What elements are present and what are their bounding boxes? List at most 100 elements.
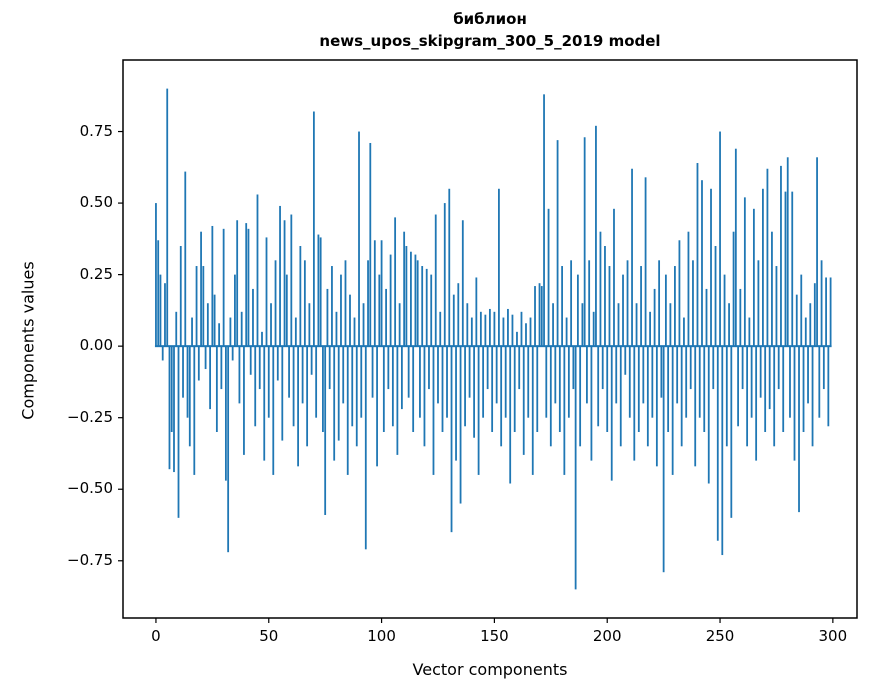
- bar: [184, 171, 187, 347]
- bar: [619, 346, 622, 447]
- bar: [229, 317, 232, 347]
- bar: [182, 346, 184, 398]
- bar: [576, 274, 579, 347]
- bar: [807, 346, 809, 404]
- bar: [563, 346, 566, 475]
- bar: [660, 346, 663, 398]
- bar: [804, 317, 807, 347]
- bar: [355, 346, 358, 447]
- bar: [795, 294, 798, 347]
- bar: [450, 346, 453, 533]
- bar: [452, 294, 455, 347]
- bar: [723, 274, 726, 347]
- bar: [649, 311, 651, 347]
- bar: [696, 163, 699, 347]
- bar: [554, 346, 557, 404]
- bar: [263, 346, 266, 461]
- bar: [493, 311, 496, 347]
- bar: [687, 231, 690, 347]
- bar: [662, 346, 665, 573]
- bar: [473, 346, 475, 438]
- bar: [712, 346, 715, 390]
- bar: [802, 346, 805, 432]
- bar: [346, 346, 349, 475]
- bar: [588, 260, 591, 347]
- bar: [793, 346, 796, 461]
- bar: [710, 188, 712, 347]
- bar: [698, 346, 701, 418]
- bar: [518, 346, 521, 390]
- bar: [714, 246, 717, 347]
- x-tick-label: 150: [480, 627, 509, 645]
- bar: [755, 346, 758, 461]
- chart-title-model: news_upos_skipgram_300_5_2019 model: [319, 32, 661, 50]
- bar: [299, 246, 302, 347]
- bar: [513, 346, 516, 432]
- bar: [358, 131, 360, 347]
- bar: [771, 231, 773, 347]
- bar: [549, 346, 552, 447]
- bar: [204, 346, 207, 370]
- bar: [254, 346, 257, 427]
- bar: [748, 317, 751, 347]
- bar: [504, 346, 507, 418]
- bar: [234, 274, 236, 347]
- bar: [529, 317, 532, 347]
- bar: [759, 346, 762, 398]
- y-tick-label: 0.00: [79, 336, 113, 355]
- bar: [664, 274, 667, 347]
- bar: [613, 208, 615, 347]
- bar: [448, 188, 451, 347]
- bar: [816, 157, 818, 347]
- bar: [608, 266, 611, 347]
- bar: [385, 288, 387, 347]
- bar: [701, 180, 703, 347]
- bar: [520, 311, 523, 347]
- bar: [267, 346, 270, 418]
- bar: [743, 197, 746, 347]
- bar: [721, 346, 724, 556]
- bar: [762, 188, 764, 347]
- bar: [671, 346, 674, 475]
- bar: [642, 346, 645, 404]
- bar: [667, 346, 670, 432]
- bar: [728, 303, 730, 347]
- bar: [297, 346, 299, 467]
- bar: [486, 346, 489, 390]
- bar: [209, 346, 211, 410]
- bar: [283, 220, 286, 347]
- bar: [482, 346, 485, 418]
- bar: [509, 346, 512, 484]
- bar: [261, 331, 263, 347]
- bar: [685, 346, 688, 418]
- bar: [389, 254, 392, 347]
- bar: [827, 346, 830, 427]
- bar: [617, 303, 620, 347]
- bar: [245, 223, 248, 347]
- bar: [536, 346, 539, 432]
- bar: [170, 346, 173, 432]
- bar: [457, 283, 460, 347]
- bar: [441, 346, 444, 432]
- bar: [164, 283, 166, 347]
- bar: [766, 168, 769, 347]
- bar: [813, 283, 816, 347]
- bar: [586, 346, 588, 404]
- bar: [306, 346, 309, 447]
- bar: [317, 234, 320, 347]
- bar: [430, 274, 433, 347]
- bar: [597, 346, 600, 427]
- bar: [626, 260, 629, 347]
- bar: [202, 266, 205, 347]
- bar: [335, 311, 338, 347]
- bar: [425, 268, 428, 347]
- bar: [531, 346, 534, 475]
- bar: [446, 346, 448, 418]
- bar: [567, 346, 570, 418]
- bar: [746, 346, 749, 447]
- bar: [565, 317, 568, 347]
- bar: [455, 346, 457, 461]
- bar: [628, 346, 631, 418]
- bar: [791, 191, 794, 347]
